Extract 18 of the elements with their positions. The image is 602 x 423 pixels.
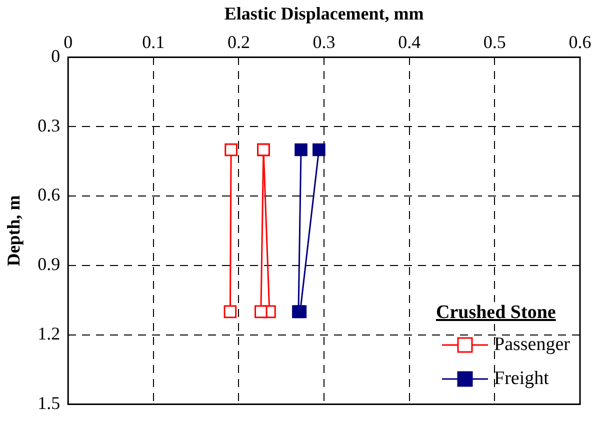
- y-tick-label: 0.3: [38, 115, 60, 136]
- y-tick-label: 1.2: [38, 324, 60, 344]
- x-tick-label: 0: [64, 32, 73, 52]
- y-tick-label: 0.6: [38, 184, 60, 205]
- y-tick-label: 0: [51, 46, 60, 66]
- legend-label: Passenger: [494, 334, 570, 356]
- y-tick-label: 0.9: [38, 254, 60, 274]
- x-tick-label: 0.4: [398, 32, 421, 52]
- x-tick-label: 0.3: [312, 32, 336, 52]
- legend-title: Crushed Stone: [436, 302, 570, 324]
- x-tick-label: 0.2: [227, 32, 250, 52]
- y-axis-title: Depth, m: [3, 195, 24, 266]
- x-tick-label: 0.6: [568, 32, 592, 52]
- y-tick-label: 1.5: [38, 392, 60, 413]
- x-axis-title: Elastic Displacement, mm: [224, 3, 424, 24]
- x-tick-label: 0.5: [483, 32, 506, 52]
- x-tick-label: 0.1: [142, 32, 165, 52]
- legend-label: Freight: [494, 368, 549, 390]
